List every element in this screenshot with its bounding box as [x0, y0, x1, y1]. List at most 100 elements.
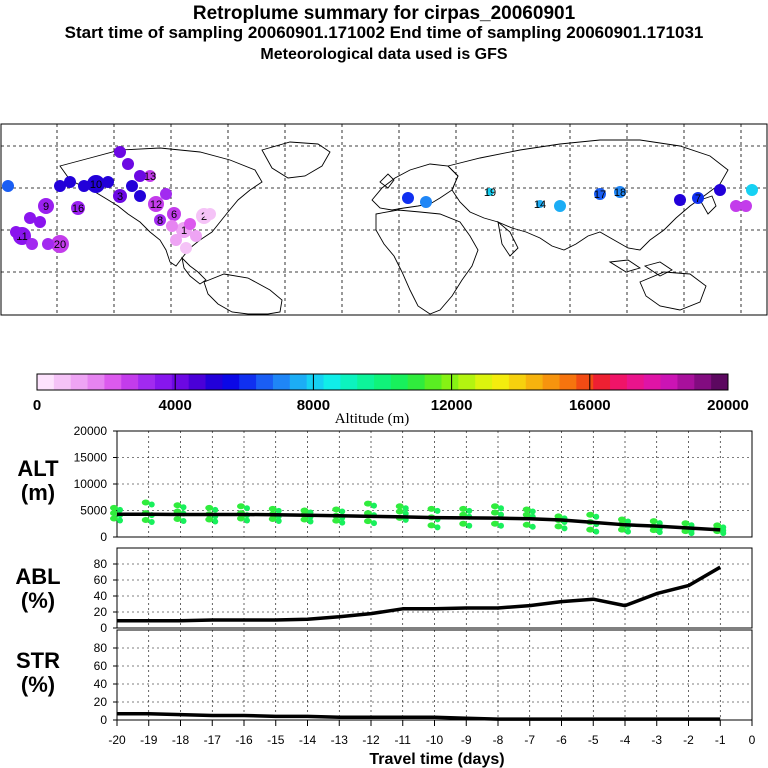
map-cluster: 10 [87, 175, 105, 193]
colorbar-tick: 0 [33, 397, 41, 414]
map-cluster: 8 [154, 214, 166, 227]
x-tick-label: -20 [108, 733, 126, 747]
panel-label: STR [16, 648, 60, 673]
particle-point [459, 505, 468, 512]
particle-point [522, 521, 531, 528]
panel-label: ABL [15, 564, 60, 589]
particle-point [402, 510, 409, 517]
colorbar-swatch [492, 374, 510, 390]
cluster-label: 20 [54, 239, 66, 251]
cluster-label: 12 [150, 199, 162, 211]
particle-point [498, 505, 504, 512]
particle-point [554, 523, 563, 530]
cluster-dot [554, 200, 566, 212]
cluster-dot [114, 146, 126, 158]
particle-point [205, 504, 214, 511]
particle-point [148, 501, 155, 508]
particle-point [498, 511, 504, 518]
particle-point [593, 513, 600, 520]
particle-point [371, 502, 377, 509]
y-tick-label: 60 [94, 573, 108, 587]
particle-point [498, 522, 504, 529]
cluster-label: 3 [117, 191, 123, 203]
coastlines [59, 139, 729, 315]
particle-point [529, 508, 536, 515]
cluster-label: 14 [534, 199, 546, 211]
particle-point [395, 508, 404, 515]
cluster-dot [692, 192, 704, 204]
particle-point [268, 515, 277, 522]
x-tick-label: -18 [172, 733, 190, 747]
colorbar-swatch [711, 374, 729, 390]
particle-point [173, 502, 182, 509]
cluster-dot [126, 180, 138, 192]
particle-point [339, 508, 346, 515]
colorbar-swatch [53, 374, 72, 390]
particle-point [364, 518, 372, 525]
x-tick-label: -8 [493, 733, 504, 747]
particle-point [618, 526, 626, 533]
x-tick-label: -10 [426, 733, 444, 747]
particle-point [212, 506, 219, 513]
cluster-dot [71, 201, 85, 215]
cluster-label: 7 [695, 193, 701, 205]
colorbar-swatch [441, 374, 459, 390]
cluster-dot [674, 194, 686, 206]
cluster-dot [102, 176, 114, 188]
particle-point [586, 526, 595, 533]
particle-point [117, 517, 123, 524]
colorbar-label: Altitude (m) [335, 411, 410, 427]
y-tick-label: 10000 [74, 477, 108, 491]
cluster-dot [746, 184, 758, 196]
colorbar-swatch [171, 374, 190, 390]
particle-point [332, 517, 341, 524]
particle-point [364, 500, 372, 507]
panel-unit: (%) [21, 588, 55, 613]
cluster-dot [64, 176, 76, 188]
particle-point [434, 507, 441, 514]
panel-label: ALT [17, 456, 59, 481]
particle-point [244, 517, 250, 524]
colorbar-swatch [222, 374, 240, 390]
y-tick-label: 5000 [80, 504, 107, 518]
particle-point [656, 529, 663, 536]
particle-point [427, 505, 436, 512]
x-tick-label: -1 [715, 733, 726, 747]
panel-abl: 0 20 40 60 80 ABL(%) [15, 547, 753, 635]
cluster-label: 8 [157, 215, 163, 227]
x-tick-label: -9 [461, 733, 472, 747]
cluster-dot [740, 200, 752, 212]
particle-point [300, 516, 309, 523]
colorbar-swatch [289, 374, 308, 390]
cluster-dot [402, 192, 414, 204]
cluster-dot [51, 235, 69, 253]
particle-point [434, 524, 441, 531]
map-cluster: 19 [484, 187, 496, 199]
map-cluster: 13 [144, 170, 156, 183]
colorbar-swatch [357, 374, 375, 390]
colorbar-swatch [306, 374, 325, 390]
colorbar-swatch [643, 374, 662, 390]
particle-point [244, 505, 250, 512]
particle-point [395, 503, 404, 510]
y-tick-label: 15000 [74, 451, 108, 465]
y-tick-label: 20 [94, 695, 108, 709]
map-cluster: 7 [692, 192, 704, 205]
map-cluster: 18 [614, 186, 626, 199]
cluster-dot [180, 242, 192, 254]
time-series-panels: 05000100001500020000ALT(m)020406080ABL(%… [15, 424, 753, 727]
particle-point [427, 522, 436, 529]
colorbar-swatch [374, 374, 392, 390]
particle-point [275, 507, 282, 514]
colorbar-swatch [610, 374, 628, 390]
colorbar-swatch [626, 374, 645, 390]
panel-alt: 0 5000 10000 15000 20000 ALT(m) [17, 424, 753, 544]
map-cluster: 16 [71, 201, 85, 215]
colorbar-swatch [542, 374, 560, 390]
cluster-label: 19 [484, 187, 496, 199]
particle-point [649, 518, 658, 525]
colorbar-swatch [677, 374, 695, 390]
particle-point [141, 517, 150, 524]
x-tick-label: -6 [556, 733, 567, 747]
